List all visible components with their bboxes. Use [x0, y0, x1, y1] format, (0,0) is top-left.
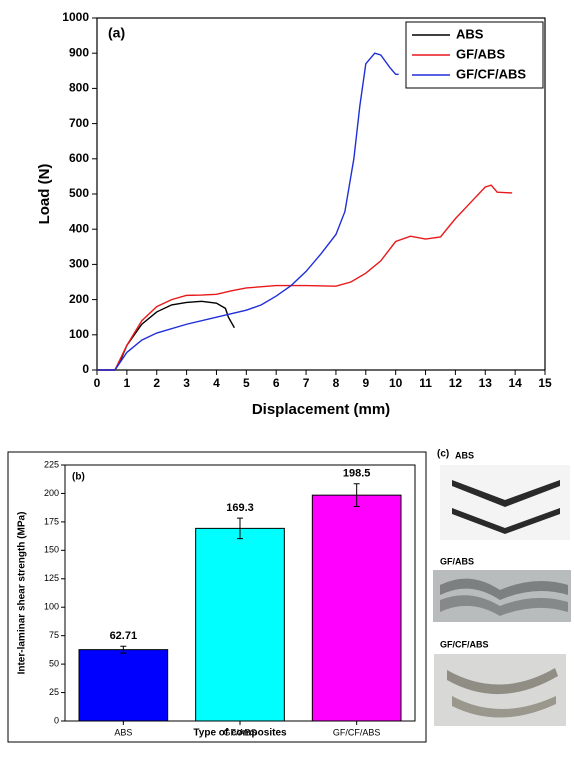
panel-label: (a): [108, 25, 125, 41]
x-axis-title: Displacement (mm): [252, 401, 390, 418]
y-tick-label: 100: [44, 602, 59, 612]
y-tick-label: 300: [69, 257, 89, 271]
y-tick-label: 25: [49, 687, 59, 697]
value-label: 198.5: [343, 468, 371, 480]
y-tick-label: 175: [44, 516, 59, 526]
photo-abs: [440, 465, 570, 540]
photo-label: GF/CF/ABS: [440, 639, 489, 649]
y-tick-label: 800: [69, 81, 89, 95]
y-tick-label: 0: [82, 362, 89, 376]
y-tick-label: 500: [69, 186, 89, 200]
y-tick-label: 100: [69, 327, 89, 341]
x-tick-label: 4: [213, 376, 220, 390]
panel-c-label: (c): [437, 449, 449, 460]
x-tick-label: GF/CF/ABS: [333, 727, 381, 737]
photo-gf-cf-abs: [434, 654, 566, 726]
bar: [312, 495, 401, 721]
x-tick-label: 15: [538, 376, 552, 390]
photo-label: GF/ABS: [440, 556, 474, 566]
x-tick-label: 7: [303, 376, 310, 390]
x-tick-label: 11: [419, 376, 432, 390]
figure: (c) ABS GF/ABS GF/CF/ABS 012345678910111…: [0, 0, 574, 758]
y-tick-label: 200: [44, 488, 59, 498]
x-tick-label: 10: [389, 376, 403, 390]
y-tick-label: 200: [69, 292, 89, 306]
y-tick-label: 400: [69, 221, 89, 235]
x-tick-label: 2: [153, 376, 160, 390]
x-tick-label: 13: [479, 376, 493, 390]
y-tick-label: 50: [49, 658, 59, 668]
bar: [196, 528, 285, 721]
y-axis-title: Load (N): [36, 164, 53, 225]
x-tick-label: ABS: [114, 727, 132, 737]
y-tick-label: 600: [69, 151, 89, 165]
legend-label: GF/ABS: [456, 46, 505, 61]
x-tick-label: 3: [183, 376, 190, 390]
x-tick-label: 14: [508, 376, 522, 390]
legend-label: GF/CF/ABS: [456, 66, 526, 81]
x-tick-label: 8: [333, 376, 340, 390]
y-tick-label: 0: [54, 715, 59, 725]
x-tick-label: 0: [94, 376, 101, 390]
line-series: [97, 301, 234, 370]
value-label: 169.3: [226, 502, 254, 514]
line-series: [97, 185, 512, 370]
x-tick-label: 5: [243, 376, 250, 390]
line-series: [97, 53, 399, 370]
photo-gf-abs: [433, 570, 571, 622]
photo-label: ABS: [455, 450, 474, 460]
legend-label: ABS: [456, 26, 484, 41]
y-tick-label: 700: [69, 116, 89, 130]
x-tick-label: 9: [362, 376, 369, 390]
y-axis-title: Inter-laminar shear strength (MPa): [17, 512, 28, 675]
x-tick-label: 6: [273, 376, 280, 390]
y-tick-label: 150: [44, 545, 59, 555]
x-tick-label: 12: [449, 376, 463, 390]
y-tick-label: 125: [44, 573, 59, 583]
bar: [79, 650, 168, 721]
value-label: 62.71: [110, 630, 138, 642]
x-tick-label: 1: [124, 376, 131, 390]
y-tick-label: 75: [49, 630, 59, 640]
y-tick-label: 900: [69, 45, 89, 59]
y-tick-label: 1000: [62, 10, 89, 24]
y-tick-label: 225: [44, 459, 59, 469]
panel-label: (b): [72, 472, 85, 483]
x-axis-title: Type of composites: [193, 728, 287, 739]
